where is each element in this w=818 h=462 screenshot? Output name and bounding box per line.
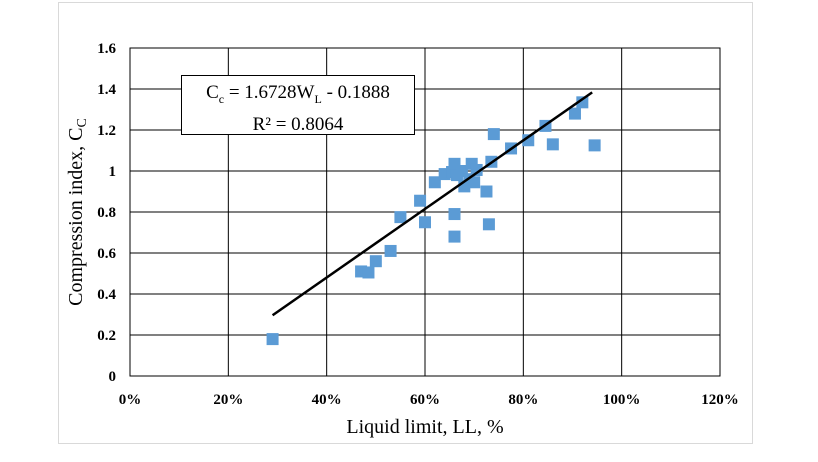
x-tick-label-0: 0% [119, 392, 142, 408]
x-tick-label-2: 40% [312, 392, 342, 408]
y-tick-label-6: 1.2 [97, 123, 116, 139]
y-axis-title: Compression index, CC [65, 118, 90, 306]
data-point-5 [394, 211, 407, 224]
plot-area-border [129, 47, 721, 377]
data-point-31 [588, 139, 601, 152]
data-point-28 [546, 138, 559, 151]
data-point-22 [482, 218, 495, 231]
data-point-20 [448, 230, 461, 243]
data-point-21 [480, 185, 493, 198]
y-tick-label-8: 1.6 [97, 41, 116, 57]
data-point-26 [522, 134, 535, 147]
data-point-24 [487, 128, 500, 141]
r-squared-value: R² = 0.8064 [252, 113, 344, 135]
y-axis-title-main: Compression index, C [65, 128, 87, 306]
x-tick-label-6: 120% [701, 392, 739, 408]
y-axis-title-subscript: C [75, 118, 90, 127]
x-tick-label-5: 100% [603, 392, 641, 408]
data-point-0 [266, 333, 279, 346]
data-point-7 [419, 216, 431, 229]
y-tick-label-4: 0.8 [97, 205, 116, 221]
y-tick-label-2: 0.4 [97, 287, 116, 303]
data-point-19 [448, 208, 461, 221]
x-tick-label-4: 80% [508, 392, 538, 408]
data-point-4 [384, 244, 397, 257]
x-tick-labels: 0% 20% 40% 60% 80% 100% 120% [119, 392, 739, 408]
y-tick-label-1: 0.2 [97, 328, 116, 344]
x-tick-label-3: 60% [410, 392, 440, 408]
trend-line [271, 91, 593, 317]
data-point-30 [576, 96, 589, 109]
data-point-17 [468, 176, 481, 189]
x-axis-title: Liquid limit, LL, % [346, 416, 503, 438]
data-point-6 [414, 194, 427, 207]
chart-frame [58, 2, 753, 444]
regression-equation: Cc = 1.6728WL - 0.1888 [206, 82, 390, 106]
x-tick-label-1: 20% [213, 392, 243, 408]
data-point-29 [568, 107, 581, 120]
data-point-18 [470, 163, 483, 176]
data-point-8 [428, 176, 441, 189]
y-tick-label-7: 1.4 [97, 82, 116, 98]
y-tick-labels: 0 0.2 0.4 0.6 0.8 1 1.2 1.4 1.6 [97, 41, 116, 385]
regression-equation-box: Cc = 1.6728WL - 0.1888 R² = 0.8064 [181, 75, 415, 135]
data-point-2 [362, 266, 375, 279]
data-point-3 [369, 255, 382, 268]
y-tick-label-3: 0.6 [97, 246, 116, 262]
y-tick-label-0: 0 [109, 369, 117, 385]
y-tick-label-5: 1 [109, 164, 117, 180]
